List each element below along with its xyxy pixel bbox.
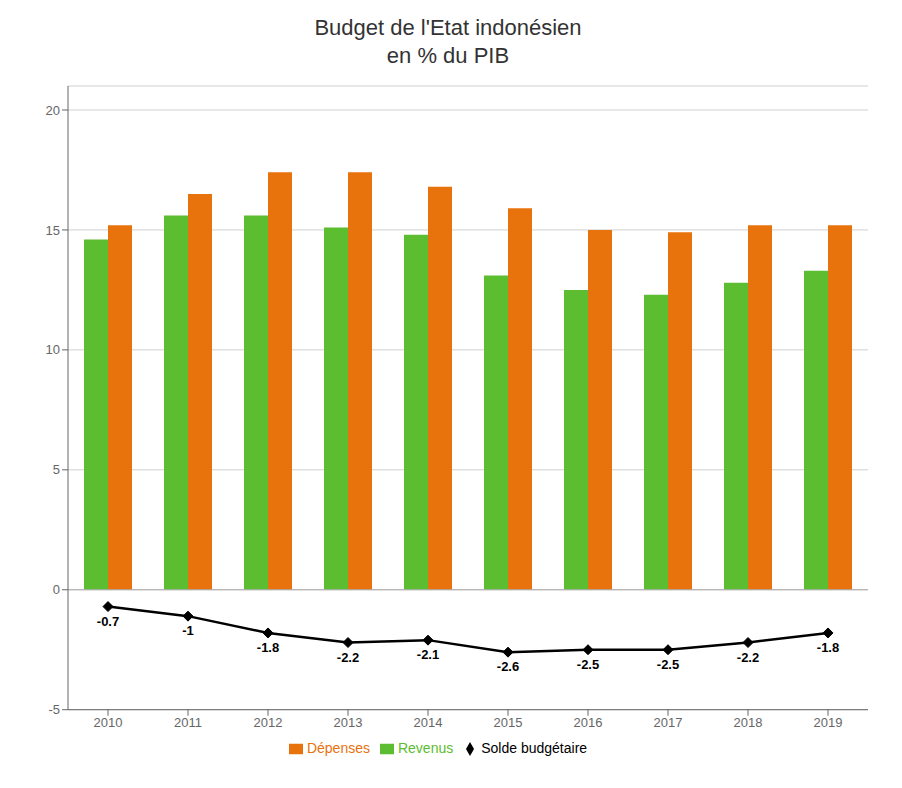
html-text:Revenus: Revenus [398, 739, 454, 756]
svg-text:2019: 2019 [814, 715, 843, 730]
svg-text:-2.5: -2.5 [657, 657, 679, 672]
svg-text:2015: 2015 [494, 715, 523, 730]
svg-text:2010: 2010 [94, 715, 123, 730]
svg-text:2012: 2012 [254, 715, 283, 730]
svg-text:10: 10 [46, 342, 60, 357]
svg-text:2018: 2018 [734, 715, 763, 730]
svg-text:2014: 2014 [414, 715, 443, 730]
svg-text:-2.2: -2.2 [737, 650, 759, 665]
svg-text:-2.6: -2.6 [497, 659, 519, 674]
svg-text:-0.7: -0.7 [97, 614, 119, 629]
svg-text:-1.8: -1.8 [817, 640, 839, 655]
svg-text:2013: 2013 [334, 715, 363, 730]
html-text:en % du PIB: en % du PIB [386, 43, 510, 68]
svg-text:0: 0 [53, 582, 60, 597]
html-text:Budget de l'Etat indonésien: Budget de l'Etat indonésien [314, 15, 582, 40]
html-text:Dépenses: Dépenses [306, 739, 370, 756]
svg-text:-2.5: -2.5 [577, 657, 599, 672]
svg-text:-1.8: -1.8 [257, 640, 279, 655]
svg-text:5: 5 [53, 462, 60, 477]
svg-text:-1: -1 [182, 623, 194, 638]
svg-text:15: 15 [46, 223, 60, 238]
svg-text:-2.1: -2.1 [417, 647, 439, 662]
svg-text:2016: 2016 [574, 715, 603, 730]
html-text:Solde budgétaire: Solde budgétaire [481, 739, 588, 756]
svg-text:-2.2: -2.2 [337, 650, 359, 665]
svg-text:-5: -5 [48, 702, 60, 717]
svg-text:20: 20 [46, 103, 60, 118]
svg-text:2011: 2011 [174, 715, 202, 730]
svg-text:2017: 2017 [654, 715, 683, 730]
